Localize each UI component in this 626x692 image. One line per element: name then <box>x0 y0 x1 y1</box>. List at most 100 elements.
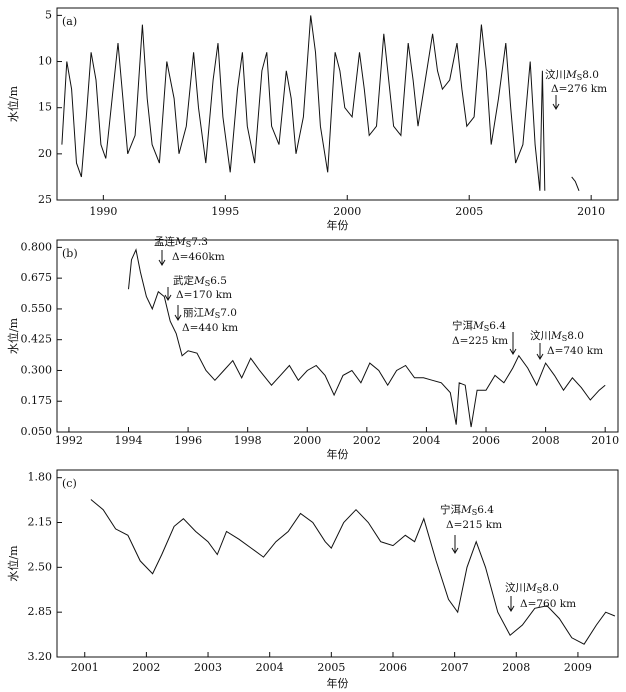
event-name: 宁洱 <box>452 319 473 332</box>
magnitude-sub: S <box>577 73 582 82</box>
x-tick-label: 2001 <box>71 661 99 674</box>
event-name: 汶川 <box>505 581 526 594</box>
magnitude-symbol: M <box>174 236 186 248</box>
data-line <box>90 499 616 645</box>
panel-label: (c) <box>62 477 77 490</box>
y-tick-label: 0.300 <box>21 363 53 376</box>
x-tick-label: 1998 <box>234 434 262 447</box>
x-tick-label: 2002 <box>353 434 381 447</box>
y-axis-title: 水位/m <box>6 85 20 122</box>
x-tick-label: 2002 <box>132 661 160 674</box>
y-axis-title: 水位/m <box>6 545 20 582</box>
y-tick-label: 0.675 <box>21 271 53 284</box>
annotation-event: 武定MS6.5 <box>173 274 227 288</box>
event-name: 武定 <box>173 274 194 287</box>
annotation-distance: Δ=225 km <box>452 335 508 347</box>
annotation-distance: Δ=276 km <box>551 83 607 95</box>
magnitude-sub: S <box>537 586 542 595</box>
annotation-event: 宁洱MS6.4 <box>452 319 506 333</box>
magnitude-value: 6.4 <box>489 320 506 332</box>
y-axis-title: 水位/m <box>6 317 20 354</box>
annotation-arrowhead <box>174 314 182 321</box>
magnitude-value: 8.0 <box>582 69 599 81</box>
data-line <box>128 248 606 428</box>
magnitude-symbol: M <box>460 504 472 516</box>
y-tick-label: 25 <box>38 193 52 206</box>
x-tick-label: 2003 <box>194 661 222 674</box>
x-tick-label: 2009 <box>564 661 592 674</box>
annotation-event: 汶川MS8.0 <box>530 329 584 343</box>
magnitude-sub: S <box>484 324 489 333</box>
annotation-arrowhead <box>164 294 172 301</box>
magnitude-symbol: M <box>550 330 562 342</box>
magnitude-sub: S <box>215 311 220 320</box>
data-line <box>61 15 580 191</box>
annotation-arrowhead <box>507 605 515 612</box>
x-tick-label: 2006 <box>472 434 500 447</box>
magnitude-value: 7.0 <box>220 307 237 319</box>
y-tick-label: 0.800 <box>21 240 53 253</box>
y-tick-label: 0.550 <box>21 302 53 315</box>
y-tick-label: 3.20 <box>28 650 53 663</box>
event-name: 汶川 <box>530 329 551 342</box>
panel-label: (b) <box>62 247 78 260</box>
annotation-event: 丽江MS7.0 <box>183 307 237 320</box>
magnitude-symbol: M <box>525 582 537 594</box>
magnitude-value: 8.0 <box>542 582 559 594</box>
y-tick-label: 10 <box>38 55 52 68</box>
x-tick-label: 1994 <box>115 434 143 447</box>
x-tick-label: 2004 <box>412 434 440 447</box>
annotation-distance: Δ=460km <box>172 251 225 263</box>
x-tick-label: 2007 <box>441 661 469 674</box>
x-tick-label: 1995 <box>211 205 239 218</box>
magnitude-value: 6.5 <box>210 275 227 287</box>
x-tick-label: 2004 <box>256 661 284 674</box>
event-name: 丽江 <box>183 307 204 319</box>
plot-frame <box>56 7 619 201</box>
annotation-event: 汶川MS8.0 <box>545 68 599 82</box>
magnitude-symbol: M <box>565 69 577 81</box>
x-tick-label: 2005 <box>455 205 483 218</box>
annotation-arrowhead <box>552 103 560 110</box>
magnitude-symbol: M <box>193 275 205 287</box>
y-tick-label: 2.50 <box>28 560 53 573</box>
y-tick-label: 2.15 <box>28 516 53 529</box>
annotation-event: 孟连MS7.3 <box>154 235 208 249</box>
annotation-arrowhead <box>536 353 544 360</box>
x-axis-title: 年份 <box>327 218 349 232</box>
annotation-arrowhead <box>451 547 459 554</box>
panel-label: (a) <box>62 15 77 28</box>
y-tick-label: 2.85 <box>28 605 53 618</box>
magnitude-sub: S <box>472 508 477 517</box>
magnitude-value: 8.0 <box>567 330 584 342</box>
annotation-arrowhead <box>509 348 517 355</box>
y-tick-label: 1.80 <box>28 471 53 484</box>
magnitude-value: 7.3 <box>191 236 208 248</box>
x-tick-label: 1992 <box>55 434 83 447</box>
event-name: 宁洱 <box>440 503 461 516</box>
plot-frame <box>56 239 619 433</box>
x-tick-label: 2010 <box>591 434 619 447</box>
y-tick-label: 0.425 <box>21 333 53 346</box>
x-tick-label: 2008 <box>502 661 530 674</box>
annotation-arrowhead <box>158 259 166 266</box>
x-tick-label: 2010 <box>577 205 605 218</box>
magnitude-sub: S <box>186 240 191 249</box>
y-tick-label: 15 <box>38 101 52 114</box>
x-tick-label: 2008 <box>532 434 560 447</box>
y-tick-label: 0.175 <box>21 394 53 407</box>
event-name: 孟连 <box>154 235 175 248</box>
y-tick-label: 20 <box>38 147 52 160</box>
annotation-distance: Δ=760 km <box>520 598 576 610</box>
y-tick-label: 0.050 <box>21 425 53 438</box>
magnitude-sub: S <box>205 279 210 288</box>
plot-frame <box>56 469 619 658</box>
annotation-distance: Δ=740 km <box>547 345 603 357</box>
x-tick-label: 1996 <box>174 434 202 447</box>
annotation-distance: Δ=170 km <box>176 289 232 301</box>
x-tick-label: 2000 <box>333 205 361 218</box>
x-axis-title: 年份 <box>327 676 349 690</box>
x-tick-label: 2006 <box>379 661 407 674</box>
y-tick-label: 5 <box>45 8 52 21</box>
